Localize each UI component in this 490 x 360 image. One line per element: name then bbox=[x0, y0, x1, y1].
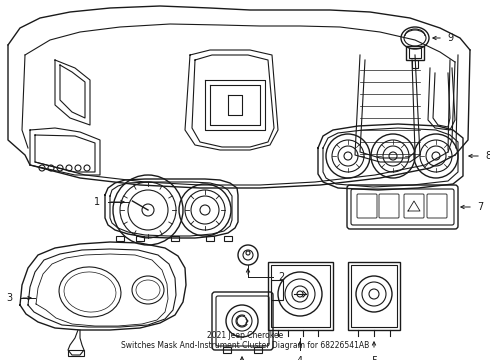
Text: 5: 5 bbox=[371, 356, 377, 360]
Bar bbox=[171, 236, 179, 241]
Bar bbox=[412, 60, 418, 68]
Bar bbox=[271, 280, 283, 300]
Bar bbox=[409, 48, 421, 58]
Text: 3: 3 bbox=[6, 293, 12, 303]
Bar bbox=[223, 347, 231, 353]
Text: 2: 2 bbox=[278, 272, 284, 282]
Bar bbox=[348, 262, 400, 330]
Bar bbox=[406, 46, 424, 60]
Bar bbox=[268, 262, 333, 330]
Text: Switches Mask And-Instrument Cluster Diagram for 68226541AB: Switches Mask And-Instrument Cluster Dia… bbox=[121, 341, 369, 350]
Text: 8: 8 bbox=[485, 151, 490, 161]
Text: 4: 4 bbox=[297, 356, 303, 360]
Bar bbox=[116, 236, 124, 241]
Bar bbox=[224, 236, 232, 241]
Text: 2021 Jeep Cherokee: 2021 Jeep Cherokee bbox=[207, 331, 283, 340]
Bar bbox=[271, 265, 330, 327]
Text: 7: 7 bbox=[477, 202, 483, 212]
Bar bbox=[206, 236, 214, 241]
Bar bbox=[351, 265, 397, 327]
Bar bbox=[136, 236, 144, 241]
Bar bbox=[254, 347, 262, 353]
Text: 9: 9 bbox=[447, 33, 453, 43]
Bar bbox=[68, 350, 84, 356]
Text: 1: 1 bbox=[94, 197, 100, 207]
